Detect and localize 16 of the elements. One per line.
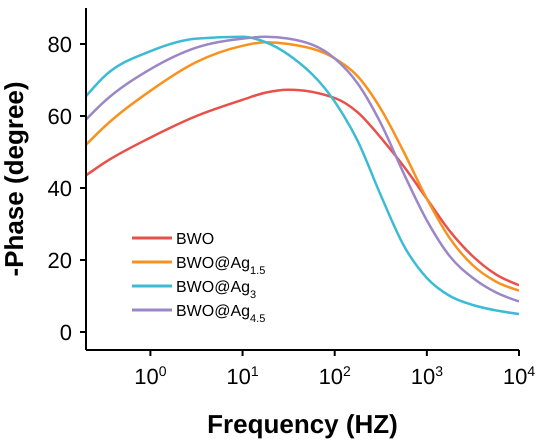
x-tick-label: 10$^{1}$ — [226, 363, 259, 389]
legend-label: BWO@Ag$_{4.5}$ — [176, 303, 266, 325]
y-tick-label: 0 — [60, 320, 72, 345]
y-tick-label: 60 — [48, 104, 72, 129]
y-tick-label: 80 — [48, 32, 72, 57]
legend-label: BWO@Ag$_{3}$ — [176, 279, 256, 301]
x-tick-label: 10$^{3}$ — [410, 363, 444, 389]
x-axis-title: Frequency (HZ) — [207, 409, 398, 439]
legend-label: BWO — [176, 231, 214, 248]
x-tick-label: 10$^{0}$ — [134, 363, 167, 389]
y-axis-title: -Phase (degree) — [0, 81, 30, 277]
x-tick-label: 10$^{4}$ — [502, 363, 536, 389]
legend-label: BWO@Ag$_{1.5}$ — [176, 255, 266, 277]
y-tick-label: 40 — [48, 176, 72, 201]
y-tick-label: 20 — [48, 248, 72, 273]
x-tick-label: 10$^{2}$ — [318, 363, 352, 389]
